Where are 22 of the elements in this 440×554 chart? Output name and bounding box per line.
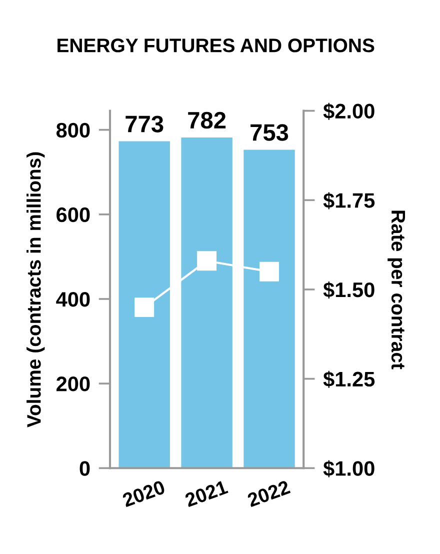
y2-tick-label: $1.50 — [323, 282, 374, 299]
point — [134, 298, 154, 318]
y-tick-label: 400 — [56, 292, 90, 307]
y2-tick-label: $1.75 — [323, 192, 375, 210]
y2-tick-label: $1.00 — [323, 460, 374, 478]
data-label: 773 — [126, 116, 164, 132]
x-tick-label: 2020 — [122, 480, 166, 508]
y-axis-title: Volume (contracts in millions) — [26, 152, 45, 428]
y-tick-label: 0 — [80, 461, 90, 476]
data-label: 782 — [188, 112, 226, 129]
y-tick-label: 800 — [56, 122, 90, 138]
y2-tick-label: $1.25 — [323, 370, 375, 388]
point — [197, 251, 217, 271]
x-tick-label: 2021 — [184, 480, 228, 508]
chart-title: ENERGY FUTURES AND OPTIONS — [58, 38, 374, 52]
y2-tick-label: $2.00 — [323, 102, 374, 120]
data-label: 753 — [250, 124, 288, 141]
point — [260, 262, 279, 282]
y-tick-label: 600 — [56, 207, 90, 222]
y2-axis-title: Rate per contract — [388, 210, 406, 370]
y-tick-label: 200 — [56, 376, 90, 392]
x-tick-label: 2022 — [246, 480, 291, 508]
